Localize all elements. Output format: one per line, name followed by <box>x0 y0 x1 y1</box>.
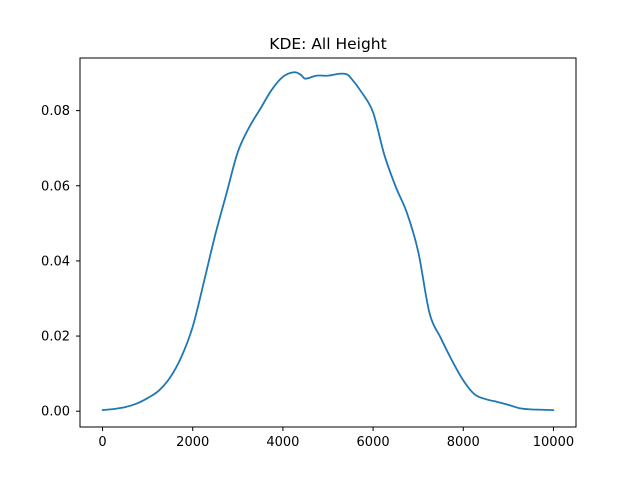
x-tick-label: 8000 <box>447 435 480 450</box>
y-tick-label: 0.08 <box>41 104 70 119</box>
y-axis: 0.00 0.02 0.04 0.06 0.08 <box>41 104 80 420</box>
chart-title: KDE: All Height <box>269 35 386 53</box>
x-tick-label: 0 <box>98 435 106 450</box>
y-tick-label: 0.04 <box>41 254 70 269</box>
y-tick-label: 0.02 <box>41 330 70 345</box>
x-tick-label: 4000 <box>266 435 299 450</box>
x-axis: 0 2000 4000 6000 8000 10000 <box>98 427 574 450</box>
x-tick-label: 2000 <box>176 435 209 450</box>
y-tick-label: 0.00 <box>41 405 70 420</box>
kde-series-line <box>101 71 555 411</box>
x-tick-label: 10000 <box>533 435 574 450</box>
series-layer <box>101 71 555 411</box>
x-tick-label: 6000 <box>357 435 390 450</box>
y-tick-label: 0.06 <box>41 179 70 194</box>
plot-frame <box>79 57 577 428</box>
